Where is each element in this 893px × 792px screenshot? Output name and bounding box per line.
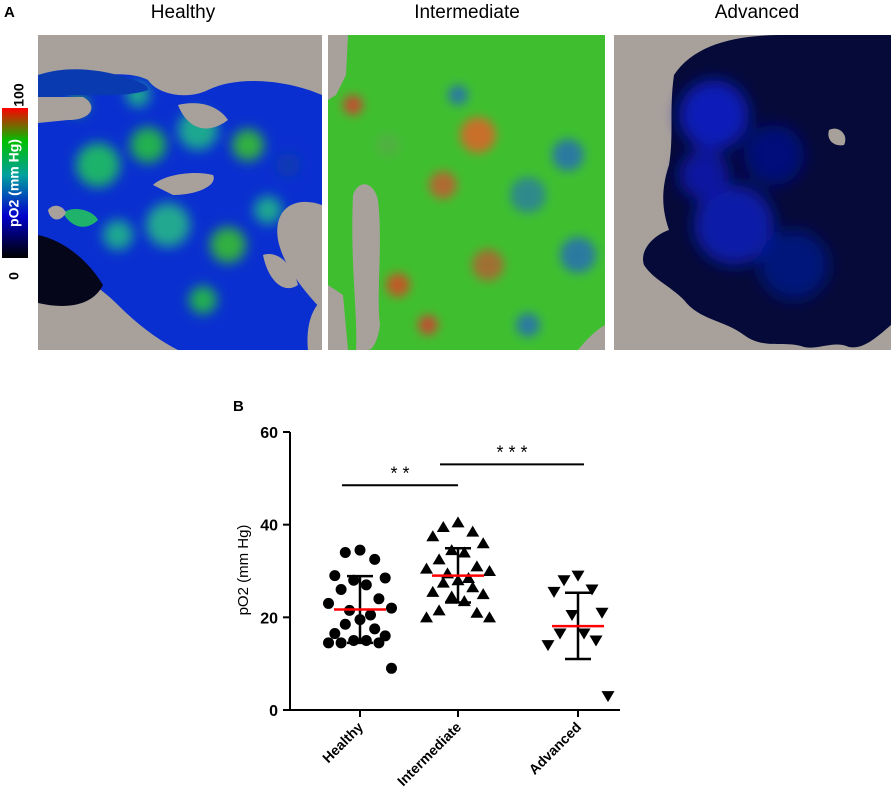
- data-point-triangle-up: [476, 537, 490, 549]
- data-point-triangle-up: [420, 611, 433, 623]
- colorbar: 100 0 pO2 (mm Hg): [0, 80, 30, 290]
- data-point-triangle-down: [547, 586, 561, 598]
- data-point-triangle-down: [541, 640, 555, 652]
- data-point-triangle-up: [466, 525, 480, 537]
- data-point-circle: [339, 546, 351, 558]
- data-point-circle: [323, 637, 334, 649]
- data-point-triangle-up: [483, 611, 496, 623]
- y-tick-label: 60: [260, 425, 278, 442]
- data-point-triangle-down: [577, 628, 591, 640]
- colorbar-gradient: [2, 108, 28, 258]
- x-axis: Healthy Intermediate Advanced: [290, 709, 620, 789]
- data-point-circle: [348, 635, 360, 646]
- title-healthy: Healthy: [150, 2, 216, 23]
- data-point-circle: [335, 584, 347, 596]
- data-point-triangle-up: [432, 604, 446, 616]
- y-tick-label: 20: [260, 610, 278, 627]
- data-point-triangle-down: [585, 584, 599, 596]
- series-healthy: [323, 544, 397, 674]
- title-advanced: Advanced: [714, 2, 800, 23]
- data-points: [323, 516, 615, 703]
- data-point-triangle-up: [436, 576, 450, 588]
- data-point-triangle-up: [462, 571, 475, 583]
- panel-a-letter: A: [4, 4, 15, 21]
- data-point-triangle-up: [420, 562, 433, 574]
- data-point-triangle-down: [553, 628, 567, 640]
- data-point-circle: [379, 572, 391, 584]
- data-point-triangle-up: [483, 565, 496, 576]
- x-tick-label: Advanced: [525, 719, 584, 778]
- title-intermediate: Intermediate: [414, 2, 520, 23]
- panel-b-letter: B: [233, 398, 244, 415]
- data-point-circle: [323, 597, 334, 609]
- data-point-circle: [339, 618, 351, 630]
- data-point-circle: [386, 662, 397, 674]
- data-point-circle: [335, 637, 347, 649]
- data-point-circle: [373, 637, 385, 649]
- data-point-triangle-down: [601, 691, 615, 703]
- data-point-circle: [369, 623, 381, 635]
- significance-label: * *: [390, 463, 409, 483]
- significance-brackets: * * * * *: [342, 442, 584, 487]
- healthy-po2-map: [38, 35, 322, 350]
- colorbar-max-label: 100: [11, 83, 27, 107]
- series-advanced: [541, 570, 615, 703]
- data-point-circle: [360, 579, 372, 591]
- data-point-triangle-down: [565, 610, 579, 622]
- y-tick-label: 40: [260, 518, 278, 535]
- series-intermediate: [420, 516, 496, 623]
- y-tick-label: 0: [269, 703, 278, 720]
- x-tick-label: Healthy: [319, 719, 366, 766]
- data-point-circle: [373, 593, 385, 605]
- data-point-circle: [329, 570, 341, 582]
- data-point-circle: [386, 602, 397, 614]
- x-tick-label: Intermediate: [394, 719, 464, 789]
- data-point-triangle-up: [470, 606, 484, 618]
- colorbar-min-label: 0: [6, 272, 22, 280]
- data-point-triangle-up: [426, 585, 440, 597]
- data-point-circle: [354, 544, 366, 556]
- data-point-triangle-up: [432, 553, 446, 565]
- data-point-triangle-up: [426, 530, 440, 542]
- intermediate-po2-map: [328, 35, 605, 350]
- significance-label: * * *: [496, 442, 527, 462]
- colorbar-label: pO2 (mm Hg): [6, 139, 22, 227]
- data-point-circle: [365, 609, 376, 621]
- data-point-triangle-down: [589, 635, 603, 647]
- data-point-triangle-up: [445, 544, 459, 556]
- data-point-triangle-down: [557, 575, 571, 587]
- data-point-circle: [360, 635, 372, 646]
- data-point-triangle-down: [595, 607, 609, 619]
- data-point-triangle-up: [445, 590, 459, 602]
- data-point-triangle-up: [470, 560, 484, 572]
- data-point-triangle-up: [476, 588, 490, 600]
- data-point-circle: [329, 628, 341, 640]
- advanced-po2-map: [614, 35, 891, 350]
- po2-scatter-plot: 0 20 40 60 pO2 (mm Hg) * * * * * Healthy Inte…: [235, 425, 620, 789]
- data-point-triangle-down: [571, 570, 585, 582]
- data-point-triangle-up: [466, 581, 480, 593]
- data-point-circle: [348, 574, 360, 586]
- data-point-triangle-up: [436, 520, 450, 532]
- y-axis: 0 20 40 60: [260, 425, 291, 720]
- y-axis-label: pO2 (mm Hg): [235, 525, 252, 616]
- data-point-triangle-up: [451, 516, 465, 528]
- data-point-triangle-up: [457, 546, 471, 558]
- data-point-circle: [369, 553, 381, 565]
- data-point-triangle-up: [457, 595, 471, 607]
